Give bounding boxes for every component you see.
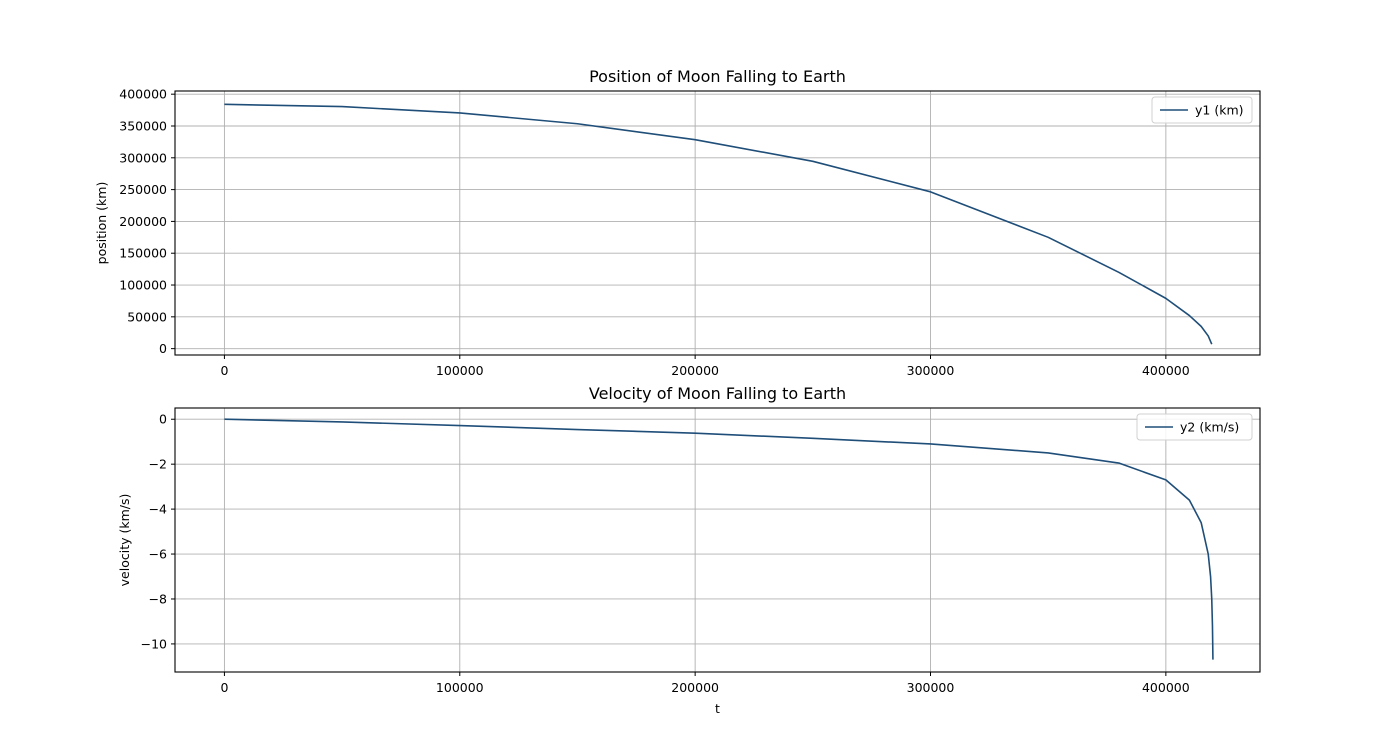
x-tick-label: 300000 xyxy=(907,363,955,378)
x-tick-label: 400000 xyxy=(1142,363,1190,378)
series-line xyxy=(224,103,1213,345)
y-tick-label: 50000 xyxy=(127,309,167,324)
x-tick-label: 0 xyxy=(220,680,228,695)
legend-box xyxy=(1151,96,1253,124)
x-tick-label: 100000 xyxy=(436,363,484,378)
y-tick-label: 150000 xyxy=(119,246,167,261)
y-tick-label: 0 xyxy=(159,341,167,356)
chart-1: 0 100000 200000 300000 400000 0 50000 100000 150… xyxy=(94,67,1261,378)
y-tick-label: 200000 xyxy=(119,214,167,229)
y-tick-label: −10 xyxy=(141,636,167,651)
y-tick-label: 250000 xyxy=(119,182,167,197)
x-tick-label: 400000 xyxy=(1142,680,1190,695)
y-axis-label: velocity (km/s) xyxy=(117,494,132,587)
legend-box xyxy=(1136,413,1253,441)
chart-2: 0 100000 200000 300000 400000 0 −2 −4 −6 −8 −10 Vel… xyxy=(117,384,1261,716)
y-tick-label: 400000 xyxy=(119,87,167,102)
chart-title: Velocity of Moon Falling to Earth xyxy=(589,384,846,403)
y-tick-label: 350000 xyxy=(119,118,167,133)
legend: y1 (km) xyxy=(1151,96,1253,124)
x-tick-label: 300000 xyxy=(907,680,955,695)
x-tick-label: 0 xyxy=(220,363,228,378)
plot-frame xyxy=(174,407,1261,673)
legend-label: y1 (km) xyxy=(1195,103,1244,118)
x-tick-label: 200000 xyxy=(671,363,719,378)
y-tick-label: 0 xyxy=(159,412,167,427)
y-tick-label: −8 xyxy=(149,591,167,606)
series-line xyxy=(224,418,1214,660)
y-tick-label: −2 xyxy=(149,457,167,472)
plot-frame xyxy=(174,90,1261,356)
x-axis-label: t xyxy=(715,701,720,716)
x-tick-label: 100000 xyxy=(436,680,484,695)
x-tick-label: 200000 xyxy=(671,680,719,695)
y-tick-label: 300000 xyxy=(119,150,167,165)
chart-title: Position of Moon Falling to Earth xyxy=(589,67,846,86)
y-tick-label: −6 xyxy=(149,547,167,562)
y-axis-label: position (km) xyxy=(94,182,109,265)
y-tick-label: 100000 xyxy=(119,278,167,293)
y-tick-label: −4 xyxy=(149,502,167,517)
legend-label: y2 (km/s) xyxy=(1180,420,1239,435)
legend: y2 (km/s) xyxy=(1136,413,1253,441)
